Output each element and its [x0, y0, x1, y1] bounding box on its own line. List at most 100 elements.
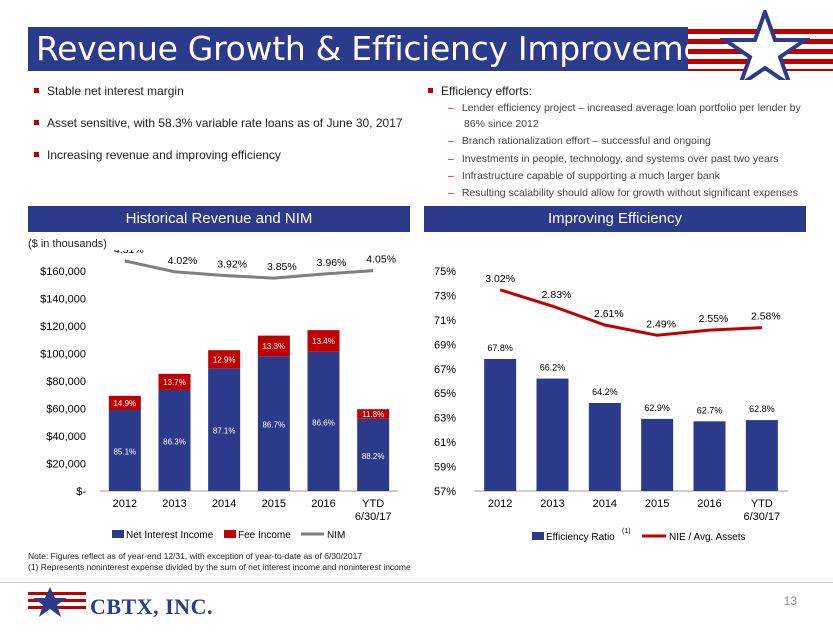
y-tick-label: 57%	[434, 486, 456, 498]
footnote: Note: Figures reflect as of year-end 12/…	[28, 551, 363, 561]
sub-item: – Investments in people, technology, and …	[448, 153, 779, 165]
data-label-nim: 3.85%	[267, 261, 297, 273]
data-label-nii: 88.2%	[362, 452, 385, 461]
sub-item: – Resulting scalability should allow for …	[448, 187, 799, 199]
bar-net-interest-income	[208, 368, 241, 491]
legend-footnote-marker: (1)	[622, 528, 631, 535]
sub-item-cont: 86% since 2012	[464, 118, 539, 130]
efficiency-chart: 57% 59% 61% 63% 65% 67% 69% 71% 73% 75% 67.8% 2012 6…	[434, 266, 788, 543]
data-label-nie: 2.83%	[542, 289, 572, 301]
legend-label-eff: Efficiency Ratio	[546, 532, 615, 543]
bar-efficiency-ratio	[693, 421, 726, 491]
bar-net-interest-income	[357, 418, 390, 491]
nie-line	[499, 288, 762, 337]
y-tick-label: $140,000	[40, 294, 86, 306]
data-label-nim: 3.96%	[317, 257, 347, 269]
data-label-eff: 62.7%	[697, 405, 723, 415]
y-tick-label: $40,000	[46, 431, 86, 443]
nim-line	[124, 259, 374, 280]
x-tick-label: 2014	[593, 498, 617, 510]
data-label-eff: 64.2%	[592, 387, 618, 397]
bar-net-interest-income	[158, 389, 191, 491]
unit-note: ($ in thousands)	[28, 238, 107, 250]
data-label-nie: 2.49%	[646, 318, 676, 330]
y-tick-label: 67%	[434, 364, 456, 376]
bar-net-interest-income	[108, 410, 141, 491]
data-label-nii: 86.7%	[262, 421, 285, 430]
x-tick-label: 2016	[697, 498, 721, 510]
data-label-fee: 13.3%	[262, 342, 285, 351]
y-tick-label: 71%	[434, 315, 456, 327]
y-tick-label: 63%	[434, 413, 456, 425]
footnote: (1) Represents noninterest expense divid…	[28, 562, 411, 572]
page-title: Revenue Growth & Efficiency Improvement	[36, 29, 737, 68]
data-label-fee: 13.4%	[312, 337, 335, 346]
legend-label-nie: NIE / Avg. Assets	[669, 532, 746, 543]
y-tick-label: $80,000	[46, 376, 86, 388]
x-tick-label: 2015	[262, 498, 286, 510]
bar-net-interest-income	[307, 351, 340, 491]
data-label-eff: 62.8%	[749, 404, 775, 414]
right-section-title: Improving Efficiency	[424, 206, 806, 232]
x-tick-label: 6/30/17	[355, 511, 392, 523]
data-label-nii: 86.3%	[163, 437, 186, 446]
sub-item: – Infrastructure capable of supporting a …	[448, 170, 720, 182]
bar-efficiency-ratio	[745, 420, 778, 491]
y-tick-label: 75%	[434, 266, 456, 278]
revenue-nim-chart: $- $20,000 $40,000 $60,000 $80,000 $100,000 $1…	[40, 250, 398, 541]
data-label-nii: 87.1%	[213, 427, 236, 436]
x-tick-label: 2012	[113, 498, 137, 510]
data-label-nii: 85.1%	[113, 448, 136, 457]
y-tick-label: $60,000	[46, 404, 86, 416]
bar-fee-income	[108, 395, 141, 411]
y-tick-label: 65%	[434, 388, 456, 400]
y-tick-label: 69%	[434, 339, 456, 351]
bar-fee-income	[257, 335, 290, 357]
y-tick-label: $20,000	[46, 459, 86, 471]
x-tick-label: 2014	[212, 498, 236, 510]
legend-label-fee: Fee Income	[238, 530, 291, 541]
bar-fee-income	[208, 350, 241, 369]
data-label-eff: 67.8%	[487, 343, 513, 353]
bar-efficiency-ratio	[536, 378, 569, 491]
bar-efficiency-ratio	[588, 403, 621, 491]
star-icon	[720, 10, 810, 80]
legend-label-nim: NIM	[327, 530, 345, 541]
bullet-item: Efficiency efforts:	[428, 84, 532, 98]
data-label-nie: 2.61%	[594, 308, 624, 320]
bar-fee-income	[307, 330, 340, 352]
x-tick-label: 6/30/17	[743, 511, 780, 523]
sub-item: – Lender efficiency project – increased a…	[448, 102, 801, 114]
x-tick-label: 2015	[645, 498, 669, 510]
legend-label-nii: Net Interest Income	[126, 530, 214, 541]
bar-fee-income	[357, 409, 390, 419]
bullet-item: Asset sensitive, with 58.3% variable rat…	[34, 116, 403, 130]
page-number: 13	[783, 594, 797, 608]
bullet-item: Stable net interest margin	[34, 84, 184, 98]
y-tick-label: $120,000	[40, 321, 86, 333]
company-logo-icon	[28, 587, 86, 617]
data-label-nie: 2.55%	[699, 313, 729, 325]
title-bar	[28, 27, 688, 71]
x-tick-label: 2013	[162, 498, 186, 510]
footer-divider	[0, 582, 833, 583]
data-label-nie: 2.58%	[751, 311, 781, 323]
y-tick-label: $-	[76, 486, 86, 498]
x-tick-label: 2013	[540, 498, 564, 510]
left-section-title: Historical Revenue and NIM	[28, 206, 410, 232]
bar-efficiency-ratio	[641, 418, 674, 491]
bar-efficiency-ratio	[484, 359, 517, 491]
data-label-nim: 3.92%	[217, 259, 247, 271]
data-label-fee: 14.9%	[113, 399, 136, 408]
bar-fee-income	[158, 373, 191, 390]
data-label-fee: 11.8%	[362, 410, 384, 419]
data-label-nim: 4.02%	[168, 255, 198, 267]
x-tick-label: YTD	[362, 498, 384, 510]
x-tick-label: YTD	[751, 498, 773, 510]
data-label-eff: 66.2%	[540, 363, 566, 373]
data-label-nim: 4.05%	[366, 254, 396, 266]
y-tick-label: $100,000	[40, 349, 86, 361]
sub-item: – Branch rationalization effort – success…	[448, 135, 711, 147]
legend-swatch-eff	[532, 532, 544, 540]
data-label-nim: 4.31%	[114, 250, 144, 256]
